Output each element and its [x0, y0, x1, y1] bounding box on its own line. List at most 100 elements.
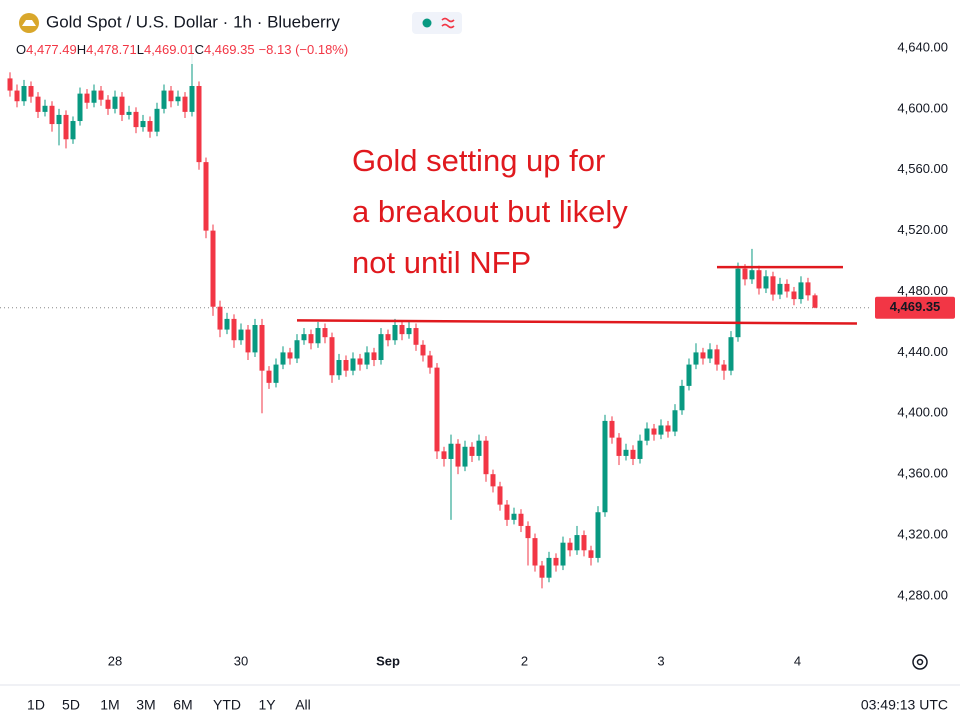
candle-body [140, 121, 146, 128]
candle-body [707, 349, 713, 359]
candle-body [574, 535, 580, 551]
candle-body [105, 99, 111, 109]
candle-body [812, 295, 818, 308]
candle-body [518, 513, 524, 526]
symbol-icon-bars [22, 20, 36, 26]
candle-body [217, 306, 223, 330]
candle-body [728, 337, 734, 371]
candle-body [259, 325, 265, 371]
candle-body [364, 352, 370, 365]
annotation-line: Gold setting up for [352, 143, 605, 178]
range-button[interactable]: All [295, 697, 311, 713]
candle-body [350, 358, 356, 371]
settings-icon-core [916, 658, 924, 666]
range-button[interactable]: 5D [62, 697, 80, 713]
ohlc-value: 4,469.35 [204, 42, 255, 57]
candle-body [721, 364, 727, 371]
candle-body [476, 440, 482, 456]
candle-body [357, 358, 363, 365]
candle-body [490, 474, 496, 487]
candle-body [581, 535, 587, 551]
range-button[interactable]: 1M [100, 697, 119, 713]
y-tick-label: 4,280.00 [897, 587, 948, 602]
candle-body [791, 291, 797, 300]
change: −8.13 (−0.18%) [259, 42, 349, 57]
settings-icon [912, 654, 928, 670]
range-button[interactable]: YTD [213, 697, 241, 713]
candle-body [784, 283, 790, 292]
range-button[interactable]: 3M [136, 697, 155, 713]
candle-body [399, 325, 405, 335]
ohlc-key: H [77, 42, 86, 57]
candle-body [616, 437, 622, 456]
plot-area: 4,280.00 4,320.00 4,360.00 4,400.00 4,440.00… [0, 39, 955, 668]
candle-body [28, 86, 34, 97]
candle-body [742, 268, 748, 280]
candle-body [322, 328, 328, 338]
candle-body [336, 360, 342, 376]
candle-body [21, 86, 27, 102]
candle-body [644, 428, 650, 441]
candle-body [420, 344, 426, 356]
candle-body [154, 108, 160, 132]
candle-body [147, 121, 153, 132]
annotation-line: a breakout but likely [352, 194, 628, 229]
x-tick-label: 3 [657, 653, 664, 668]
candle-body [735, 268, 741, 338]
candle-body [14, 90, 20, 102]
candle-body [378, 334, 384, 361]
candle-body [112, 96, 118, 109]
candle-body [560, 542, 566, 566]
candle-body [196, 86, 202, 163]
symbol-title: Gold Spot / U.S. Dollar · 1h · Blueberry [46, 12, 340, 31]
settings-button[interactable] [912, 654, 928, 670]
range-button[interactable]: 6M [173, 697, 192, 713]
candle-body [686, 364, 692, 386]
candle-body [525, 525, 531, 539]
trendline [296, 319, 857, 325]
candle-body [763, 276, 769, 289]
candle-body [231, 318, 237, 341]
candle-body [392, 325, 398, 341]
candle-body [203, 162, 209, 231]
ohlc-key: L [137, 42, 144, 57]
last-price-label: 4,469.35 [890, 299, 941, 314]
candle-body [595, 512, 601, 558]
x-tick-label: 28 [108, 653, 122, 668]
candle-body [70, 121, 76, 140]
candle-body [630, 449, 636, 459]
candle-body [623, 449, 629, 456]
candle-body [567, 542, 573, 551]
range-button[interactable]: 1Y [258, 697, 276, 713]
candle-body [700, 352, 706, 359]
candle-body [553, 557, 559, 566]
x-tick-label: 2 [521, 653, 528, 668]
ohlc-value: 4,478.71 [86, 42, 137, 57]
candle-body [770, 276, 776, 295]
header-backdrop [0, 6, 470, 64]
candle-body [637, 440, 643, 459]
candle-body [413, 328, 419, 345]
range-button[interactable]: 1D [27, 697, 45, 713]
footer-toolbar: 1D 5D 1M 3M 6M YTD 1Y All 03:49:13 UTC [27, 697, 948, 713]
candle-body [133, 111, 139, 128]
y-tick-label: 4,320.00 [897, 527, 948, 542]
candle-body [504, 504, 510, 520]
candle-body [343, 360, 349, 371]
ohlc-value: 4,477.49 [26, 42, 77, 57]
status-badge [412, 12, 462, 34]
candle-body [84, 93, 90, 103]
candle-body [805, 282, 811, 296]
candle-body [161, 90, 167, 109]
candle-body [469, 446, 475, 456]
candle-body [406, 328, 412, 335]
y-tick-label: 4,520.00 [897, 222, 948, 237]
market-status-dot [422, 18, 432, 28]
candle-body [7, 78, 13, 91]
candle-body [749, 270, 755, 280]
candle-body [427, 355, 433, 368]
clock: 03:49:13 UTC [861, 697, 948, 713]
candle-body [126, 111, 132, 115]
